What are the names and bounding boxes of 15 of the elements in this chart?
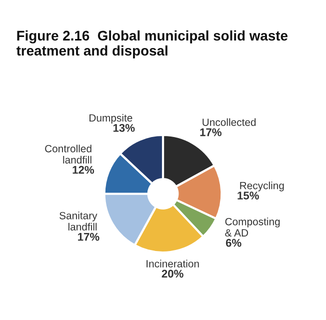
slice-label: Composting & AD [225, 218, 280, 237]
data-label: 20% [162, 270, 184, 278]
slice-label: Sanitary landfill [60, 212, 98, 231]
data-label: 15% [238, 192, 259, 200]
data-label: 6% [226, 238, 242, 247]
data-label: 17% [200, 128, 222, 136]
slice-label: Uncollected [202, 118, 256, 126]
slice-label: Controlled landfill [45, 144, 92, 164]
data-label: 13% [113, 124, 135, 132]
slice-label: Recycling [240, 182, 284, 192]
slice-label: Incineration [146, 260, 199, 268]
slice-label: Dumpsite [90, 114, 132, 124]
chart-title: Figure 2.16 Global municipal solid waste treatment and disposal [16, 30, 288, 58]
data-label: 17% [78, 232, 100, 241]
data-label: 12% [72, 166, 94, 174]
